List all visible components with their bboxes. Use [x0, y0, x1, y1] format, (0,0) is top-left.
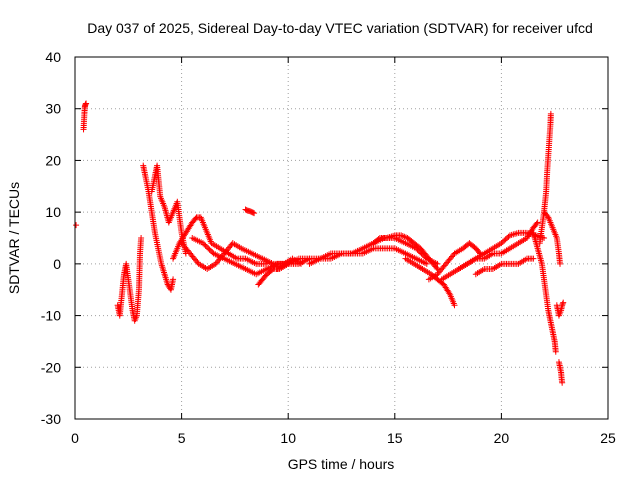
series-track-j — [306, 245, 430, 267]
data-point — [498, 240, 505, 247]
y-tick-label: 30 — [45, 101, 61, 117]
data-point — [446, 290, 453, 297]
data-point — [138, 235, 145, 241]
x-tick-label: 5 — [178, 430, 186, 446]
data-point — [83, 100, 90, 107]
series-track-a — [114, 235, 145, 324]
data-point — [559, 302, 566, 309]
series-track-b — [140, 162, 177, 293]
data-point — [541, 235, 548, 241]
y-tick-label: -20 — [41, 359, 61, 375]
data-point — [502, 236, 509, 243]
series-track-d — [170, 214, 270, 267]
data-point — [559, 379, 566, 386]
y-tick-label: -30 — [41, 411, 61, 427]
x-tick-label: 20 — [494, 430, 510, 446]
data-point — [268, 267, 275, 274]
data-point — [530, 255, 537, 262]
data-point — [205, 245, 212, 252]
data-point — [547, 110, 554, 117]
data-point — [505, 233, 512, 240]
data-point — [423, 260, 430, 267]
series-early-high — [80, 100, 90, 133]
data-point — [450, 251, 457, 258]
y-tick-label: -10 — [41, 308, 61, 324]
series-track-r — [536, 110, 554, 247]
data-point — [534, 219, 541, 226]
x-tick-label: 0 — [71, 430, 79, 446]
x-tick-label: 10 — [280, 430, 296, 446]
data-point — [251, 210, 258, 217]
series-track-u — [555, 359, 566, 386]
data-point — [451, 302, 458, 309]
points-layer — [73, 100, 567, 386]
y-tick-label: 40 — [45, 49, 61, 65]
data-point — [533, 220, 540, 227]
data-point — [375, 236, 382, 243]
data-point — [250, 209, 257, 216]
data-point — [557, 260, 564, 267]
series-track-q — [530, 229, 559, 355]
chart-title: Day 037 of 2025, Sidereal Day-to-day VTE… — [87, 20, 593, 36]
data-point — [194, 259, 201, 266]
data-point — [433, 264, 440, 271]
y-tick-label: 0 — [53, 256, 61, 272]
data-point — [209, 249, 216, 256]
data-point — [207, 247, 214, 254]
y-axis-label: SDTVAR / TECUs — [6, 182, 22, 294]
series-track-t — [553, 299, 567, 319]
data-point — [201, 241, 208, 248]
series-track-s — [541, 209, 564, 267]
data-point — [499, 238, 506, 245]
data-point — [552, 348, 559, 355]
data-point — [559, 300, 566, 307]
series-track-p — [472, 255, 537, 278]
series-track-g — [242, 206, 258, 217]
data-point — [170, 276, 177, 283]
data-point — [73, 222, 80, 229]
x-tick-label: 15 — [387, 430, 403, 446]
data-point — [504, 235, 511, 241]
series-start — [73, 222, 80, 229]
y-tick-label: 20 — [45, 152, 61, 168]
x-axis-label: GPS time / hours — [288, 456, 395, 472]
data-point — [501, 237, 508, 244]
data-point — [203, 244, 210, 251]
data-point — [206, 246, 213, 253]
data-point — [202, 242, 209, 249]
data-point — [199, 240, 206, 247]
series-track-l — [402, 255, 458, 309]
series-track-m — [425, 240, 484, 283]
data-point — [560, 299, 567, 306]
data-point — [544, 213, 551, 220]
plot-frame — [74, 56, 609, 420]
y-tick-label: 10 — [45, 204, 61, 220]
x-tick-label: 25 — [600, 430, 616, 446]
